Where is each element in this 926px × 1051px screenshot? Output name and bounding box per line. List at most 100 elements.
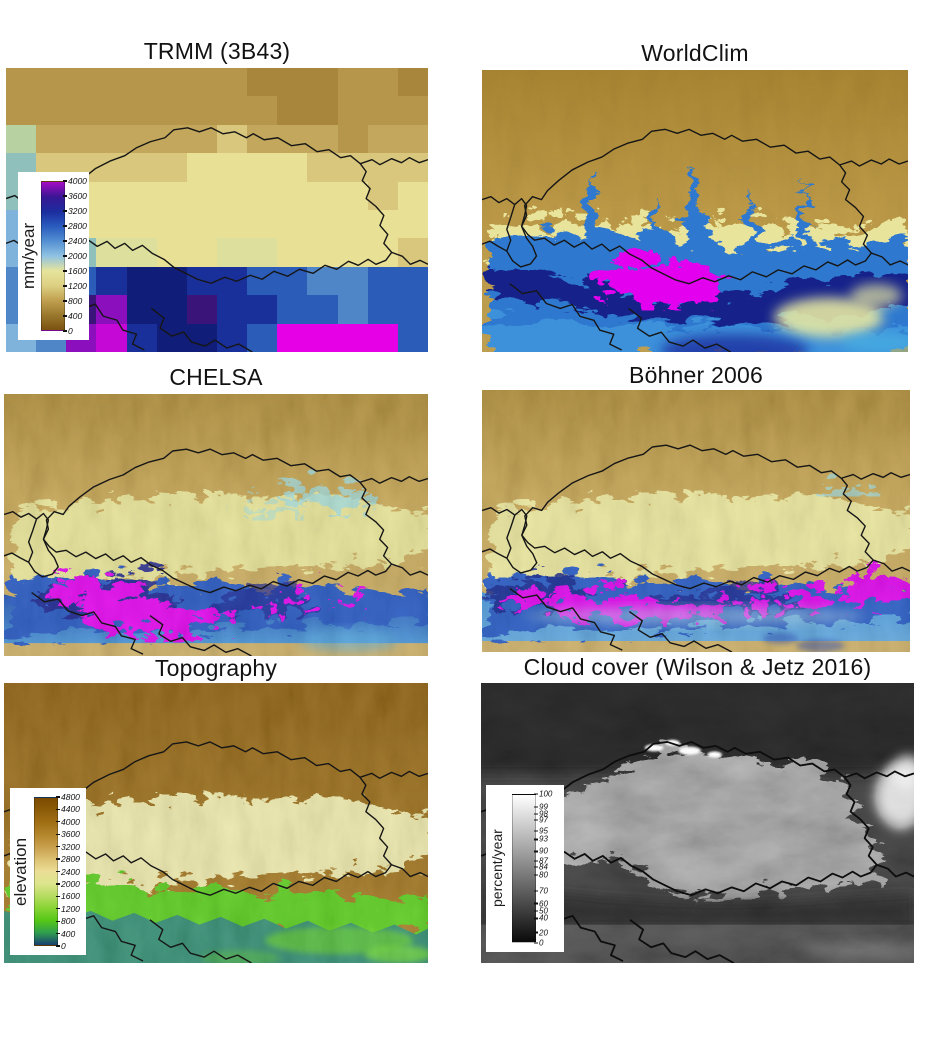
raster-cell: [277, 295, 308, 324]
colorbar-tick: 1600: [56, 891, 80, 901]
tick-mark: [534, 793, 538, 795]
colorbar-tick: 40: [534, 914, 548, 923]
tick-label: 93: [539, 834, 548, 844]
raster-cell: [337, 295, 368, 324]
raster-cell: [126, 295, 157, 324]
colorbar-tick: 4000: [63, 176, 87, 186]
tick-label: 3200: [68, 206, 87, 216]
chelsa-map: [4, 394, 428, 656]
colorbar-tick: 99: [534, 802, 548, 811]
raster-cell: [6, 124, 37, 154]
colorbar-tick: 2000: [63, 251, 87, 261]
raster-cell: [277, 124, 308, 154]
colorbar-tick: 0: [56, 941, 66, 951]
raster-cell: [367, 209, 398, 239]
tick-mark: [63, 180, 67, 182]
raster-cell: [337, 124, 368, 154]
raster-cell: [307, 266, 338, 296]
raster-cell: [186, 238, 217, 267]
raster-cell: [307, 295, 338, 324]
tick-label: 0: [539, 938, 544, 948]
raster-cell: [337, 68, 368, 97]
colorbar-tick: 4000: [56, 817, 80, 827]
worldclim-map: [482, 70, 908, 352]
raster-cell: [367, 181, 398, 210]
raster-cell: [337, 266, 368, 296]
raster-cell: [367, 266, 398, 296]
tick-mark: [534, 866, 538, 868]
raster-cell: [397, 96, 428, 125]
raster-cell: [186, 96, 217, 125]
raster-cell: [307, 323, 338, 352]
raster-cell: [247, 266, 278, 296]
raster-cell: [126, 124, 157, 154]
tick-mark: [56, 870, 60, 873]
colorbar-tick: 97: [534, 816, 548, 825]
colorbar-tick: 2400: [63, 236, 87, 246]
raster-cell: [66, 68, 97, 97]
colorbar-gradient: [41, 181, 65, 331]
tick-label: 1200: [61, 903, 80, 914]
tick-mark: [534, 902, 538, 905]
tick-mark: [534, 830, 538, 832]
colorbar-tick: 0: [534, 939, 543, 948]
raster-cell: [247, 209, 278, 239]
raster-cell: [337, 238, 368, 267]
colorbar-tick: 50: [534, 906, 548, 915]
bohner-map: [482, 390, 910, 652]
raster-cell: [397, 295, 428, 324]
tick-label: 2000: [68, 251, 87, 261]
raster-cell: [126, 238, 157, 267]
raster-cell: [367, 153, 398, 182]
tick-mark: [56, 808, 60, 811]
topography-map: [4, 683, 428, 963]
tick-label: 4000: [61, 816, 80, 827]
raster-cell: [36, 96, 67, 125]
tick-mark: [56, 920, 60, 922]
colorbar-tick: 60: [534, 899, 548, 908]
colorbar-gradient: [512, 794, 536, 943]
raster-cell: [367, 295, 398, 324]
tick-mark: [56, 883, 60, 885]
raster-cell: [247, 96, 278, 125]
raster-cell: [247, 124, 278, 154]
raster-cell: [397, 68, 428, 97]
tick-mark: [63, 330, 67, 332]
raster-cell: [337, 153, 368, 182]
tick-mark: [534, 850, 538, 852]
raster-cell: [397, 238, 428, 267]
colorbar-tick: 84: [534, 863, 548, 872]
tick-label: 100: [539, 789, 553, 799]
tick-label: 1200: [68, 281, 87, 291]
raster-cell: [247, 323, 278, 352]
raster-cell: [156, 181, 187, 210]
colorbar-tick: 80: [534, 871, 548, 880]
raster-cell: [126, 266, 157, 296]
tick-label: 98: [539, 809, 548, 819]
tick-mark: [56, 833, 60, 835]
panel-chelsa: [4, 394, 428, 656]
tick-mark: [56, 932, 60, 935]
raster-cell: [216, 153, 248, 182]
tick-label: 95: [539, 826, 548, 836]
raster-cell: [367, 323, 398, 352]
raster-cell: [156, 323, 187, 352]
raster-cell: [277, 181, 308, 210]
colorbar-tick: 90: [534, 847, 548, 856]
tick-label: 2800: [68, 221, 87, 231]
panel-worldclim: [482, 70, 908, 352]
colorbar-tick: 4800: [56, 792, 80, 802]
tick-mark: [56, 821, 60, 823]
raster-cell: [367, 68, 398, 97]
tick-mark: [63, 255, 67, 257]
raster-cell: [247, 153, 278, 182]
tick-label: 20: [539, 928, 548, 938]
colorbar-ticks: 100 99 98 97 95 93 90 87 84 80 70 60 50 40 20 0: [534, 790, 564, 948]
raster-cell: [156, 68, 187, 97]
colorbar-label-percent-year: percent/year: [489, 829, 505, 908]
raster-cell: [307, 68, 338, 97]
raster-cell: [216, 68, 248, 97]
raster-cell: [397, 209, 428, 239]
raster-cell: [397, 153, 428, 182]
colorbar-tick: 800: [63, 296, 82, 306]
